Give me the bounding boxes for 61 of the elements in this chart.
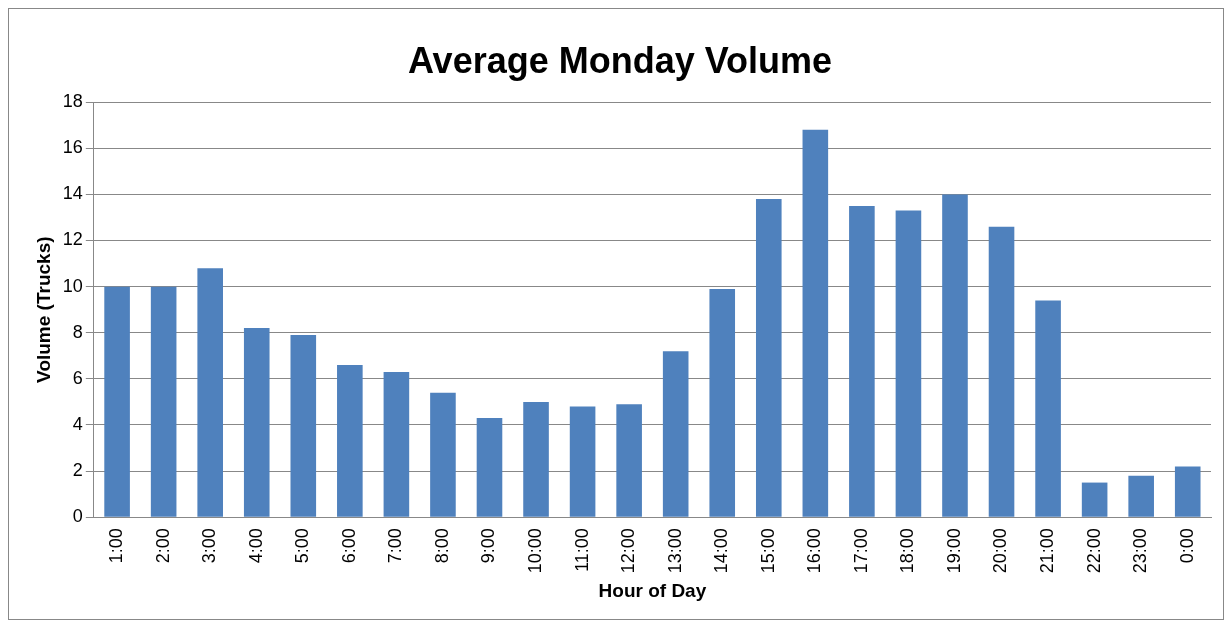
bar	[569, 406, 596, 517]
x-tick-label: 4:00	[245, 528, 266, 564]
bar	[383, 371, 410, 517]
x-tick-label: 18:00	[897, 528, 918, 574]
bar	[1081, 482, 1108, 517]
bar	[988, 226, 1015, 517]
y-tick-label: 12	[62, 229, 83, 250]
y-tick-label: 4	[72, 413, 83, 434]
bar	[104, 286, 130, 517]
bar	[430, 392, 456, 517]
y-tick-label: 18	[62, 91, 83, 112]
bar	[1128, 475, 1154, 517]
x-tick-label: 16:00	[804, 528, 825, 574]
y-axis-title: Volume (Trucks)	[32, 236, 54, 383]
bar	[849, 205, 875, 517]
x-axis-title: Hour of Day	[598, 579, 707, 601]
y-tick-label: 0	[72, 506, 83, 527]
x-tick-label: 1:00	[106, 528, 127, 564]
bar	[150, 286, 177, 517]
x-tick-label: 11:00	[571, 528, 592, 572]
x-tick-label: 0:00	[1176, 528, 1197, 564]
bar	[1174, 466, 1201, 517]
x-tick-label: 9:00	[478, 528, 499, 564]
x-tick-label: 5:00	[292, 528, 313, 564]
y-tick-label: 2	[72, 460, 83, 481]
bar	[895, 210, 922, 517]
bar	[942, 194, 968, 517]
x-tick-label: 17:00	[850, 528, 871, 574]
x-tick-label: 15:00	[757, 528, 778, 574]
bar	[337, 365, 363, 517]
bar	[523, 401, 549, 517]
bar	[802, 129, 829, 517]
bar	[290, 335, 317, 517]
x-tick-label: 6:00	[338, 528, 359, 564]
bar	[662, 351, 689, 517]
y-tick-label: 8	[72, 321, 83, 342]
bar	[243, 328, 270, 517]
x-tick-label: 19:00	[943, 528, 964, 574]
x-tick-label: 10:00	[525, 528, 546, 574]
y-tick-label: 10	[62, 275, 83, 296]
x-tick-label: 23:00	[1130, 528, 1151, 574]
bar	[1035, 300, 1061, 517]
x-tick-label: 3:00	[199, 528, 220, 564]
x-tick-label: 22:00	[1083, 528, 1104, 574]
x-tick-label: 12:00	[618, 528, 639, 574]
bar	[616, 404, 642, 517]
x-tick-label: 8:00	[431, 528, 452, 564]
y-tick-label: 6	[72, 367, 83, 388]
x-tick-label: 13:00	[664, 528, 685, 574]
bar	[755, 199, 782, 517]
y-tick-label: 14	[62, 183, 83, 204]
x-tick-label: 14:00	[711, 528, 732, 574]
x-tick-label: 21:00	[1037, 528, 1058, 574]
x-tick-label: 7:00	[385, 528, 406, 564]
bar	[197, 268, 223, 517]
chart-title: Average Monday Volume	[407, 39, 833, 81]
y-tick-label: 16	[62, 137, 83, 158]
bar	[476, 418, 503, 517]
x-tick-label: 2:00	[152, 528, 173, 564]
bar	[709, 288, 736, 517]
x-tick-label: 20:00	[990, 528, 1011, 574]
